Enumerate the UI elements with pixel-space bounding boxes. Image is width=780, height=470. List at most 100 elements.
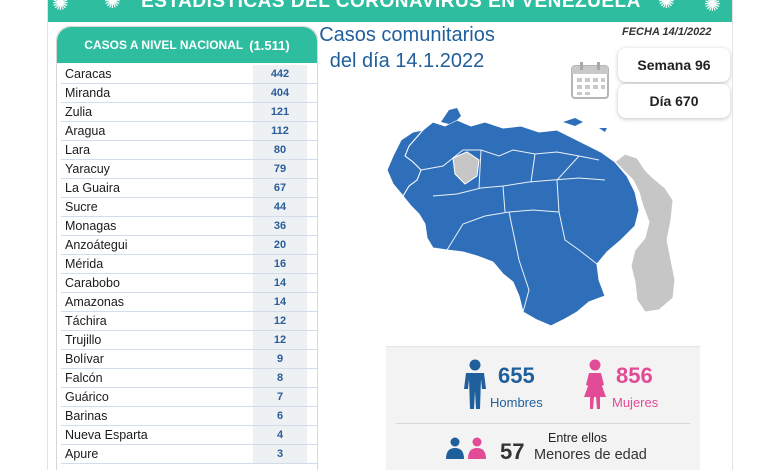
state-name: Lara <box>65 143 91 157</box>
banner-title: ESTADÍSTICAS DEL CORONAVIRUS EN VENEZUEL… <box>141 0 641 12</box>
table-row: La Guaira 67 <box>61 179 317 198</box>
state-cases: 36 <box>253 217 307 235</box>
state-cases: 12 <box>253 331 307 349</box>
header-banner: ✺ ✺ ESTADÍSTICAS DEL CORONAVIRUS EN VENE… <box>48 0 732 22</box>
total-count: (1.511) <box>249 37 290 53</box>
virus-icon: ✺ <box>104 0 121 13</box>
state-cases: 14 <box>253 274 307 292</box>
report-date: FECHA 14/1/2022 <box>622 26 712 38</box>
table-body: Caracas 442 Miranda 404 Zulia 121 Aragua 112 Lar… <box>57 65 317 464</box>
state-cases: 80 <box>253 141 307 159</box>
map-main-region <box>402 119 640 327</box>
minors-label: Menores de edad <box>534 447 647 463</box>
state-cases: 442 <box>253 65 307 83</box>
state-name: Táchira <box>65 314 107 328</box>
state-cases: 4 <box>253 426 307 444</box>
map-grey-state-west <box>452 151 480 185</box>
state-name: Caracas <box>65 67 112 81</box>
state-name: Nueva Esparta <box>65 428 148 442</box>
woman-icon <box>584 359 606 409</box>
state-cases: 79 <box>253 160 307 178</box>
day-badge: Día 670 <box>618 84 730 118</box>
table-row: Sucre 44 <box>61 198 317 217</box>
state-cases: 404 <box>253 84 307 102</box>
state-name: Barinas <box>65 409 108 423</box>
state-name: Guárico <box>65 390 109 404</box>
table-header: CASOS A NIVEL NACIONAL (1.511) <box>57 27 317 63</box>
infographic-card: ✺ ✺ ESTADÍSTICAS DEL CORONAVIRUS EN VENE… <box>47 0 733 470</box>
state-cases: 9 <box>253 350 307 368</box>
virus-icon: ✺ <box>704 0 721 16</box>
virus-icon: ✺ <box>52 0 69 15</box>
week-badge: Semana 96 <box>618 48 730 82</box>
table-row: Yaracuy 79 <box>61 160 317 179</box>
map-islet <box>599 128 607 132</box>
cases-table: CASOS A NIVEL NACIONAL (1.511) Caracas 44… <box>56 26 318 470</box>
table-row: Caracas 442 <box>61 65 317 84</box>
state-cases: 14 <box>253 293 307 311</box>
table-row: Mérida 16 <box>61 255 317 274</box>
headline-line2: del día 14.1.2022 <box>329 50 485 72</box>
state-cases: 121 <box>253 103 307 121</box>
state-name: Falcón <box>65 371 103 385</box>
virus-icon: ✺ <box>658 0 675 13</box>
state-cases: 20 <box>253 236 307 254</box>
minors-icon <box>446 437 486 459</box>
state-name: Yaracuy <box>65 162 110 176</box>
state-name: Miranda <box>65 86 111 100</box>
state-cases: 44 <box>253 198 307 216</box>
state-cases: 16 <box>253 255 307 273</box>
table-row: Aragua 112 <box>61 122 317 141</box>
state-name: La Guaira <box>65 181 120 195</box>
table-row: Lara 80 <box>61 141 317 160</box>
state-name: Amazonas <box>65 295 125 309</box>
venezuela-map <box>386 108 676 327</box>
headline: Casos comunitarios del día 14.1.2022 <box>318 22 496 74</box>
table-row: Carabobo 14 <box>61 274 317 293</box>
state-name: Sucre <box>65 200 98 214</box>
state-name: Monagas <box>65 219 117 233</box>
table-row: Monagas 36 <box>61 217 317 236</box>
table-row: Barinas 6 <box>61 407 317 426</box>
table-row: Guárico 7 <box>61 388 317 407</box>
state-cases: 3 <box>253 445 307 463</box>
man-icon <box>464 359 486 409</box>
state-name: Apure <box>65 447 99 461</box>
table-title: CASOS A NIVEL NACIONAL <box>84 38 244 52</box>
state-name: Bolívar <box>65 352 104 366</box>
state-cases: 112 <box>253 122 307 140</box>
stats-divider <box>396 423 690 424</box>
state-cases: 67 <box>253 179 307 197</box>
headline-line1: Casos comunitarios <box>319 24 495 46</box>
state-name: Zulia <box>65 105 93 119</box>
table-row: Miranda 404 <box>61 84 317 103</box>
state-cases: 12 <box>253 312 307 330</box>
state-cases: 7 <box>253 388 307 406</box>
gender-stats: 655 Hombres 856 Mujeres 57 Entre ellos M… <box>386 346 700 470</box>
map-margarita <box>563 118 583 126</box>
state-cases: 6 <box>253 407 307 425</box>
map-grey-state-east <box>614 153 676 313</box>
table-row: Nueva Esparta 4 <box>61 426 317 445</box>
state-name: Aragua <box>65 124 106 138</box>
women-label: Mujeres <box>612 395 659 410</box>
table-row: Trujillo 12 <box>61 331 317 350</box>
minors-count: 57 <box>500 439 525 464</box>
table-row: Falcón 8 <box>61 369 317 388</box>
minors-intro: Entre ellos <box>548 431 608 445</box>
map-falcon-peninsula <box>441 108 461 124</box>
state-name: Anzoátegui <box>65 238 128 252</box>
women-count: 856 <box>616 363 653 388</box>
men-count: 655 <box>498 363 535 388</box>
state-name: Trujillo <box>65 333 102 347</box>
men-label: Hombres <box>490 395 543 410</box>
state-name: Mérida <box>65 257 104 271</box>
calendar-icon <box>571 62 609 99</box>
table-row: Táchira 12 <box>61 312 317 331</box>
table-row: Zulia 121 <box>61 103 317 122</box>
state-name: Carabobo <box>65 276 120 290</box>
table-row: Anzoátegui 20 <box>61 236 317 255</box>
table-row: Bolívar 9 <box>61 350 317 369</box>
table-row: Apure 3 <box>61 445 317 464</box>
state-cases: 8 <box>253 369 307 387</box>
